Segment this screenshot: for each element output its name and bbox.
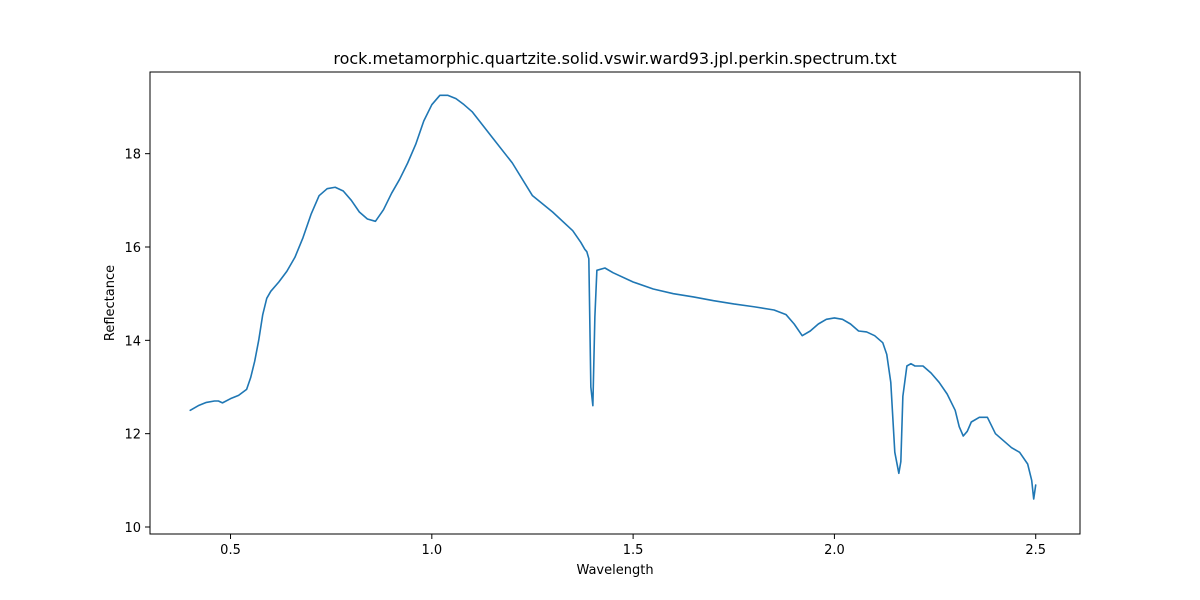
x-tick-label: 0.5 <box>220 543 241 558</box>
x-axis-label: Wavelength <box>576 563 653 578</box>
y-tick-label: 14 <box>124 334 141 349</box>
plot-area <box>189 94 1037 500</box>
y-tick-label: 18 <box>124 148 141 163</box>
y-tick-label: 16 <box>124 241 141 256</box>
x-tick-label: 1.0 <box>421 543 442 558</box>
axes-frame <box>149 71 1081 535</box>
x-tick-label: 1.5 <box>623 543 644 558</box>
y-tick-label: 10 <box>124 521 141 536</box>
y-tick-label: 12 <box>124 428 141 443</box>
x-axis-ticks: 0.5 1.0 1.5 2.0 2.5 <box>220 534 1046 558</box>
x-tick-label: 2.0 <box>824 543 845 558</box>
y-axis-ticks: 10 12 14 16 18 <box>124 148 150 536</box>
chart-title: rock.metamorphic.quartzite.solid.vswir.w… <box>333 49 896 68</box>
y-axis-label: Reflectance <box>103 265 118 341</box>
reflectance-series-line <box>189 94 1037 500</box>
x-tick-label: 2.5 <box>1025 543 1046 558</box>
